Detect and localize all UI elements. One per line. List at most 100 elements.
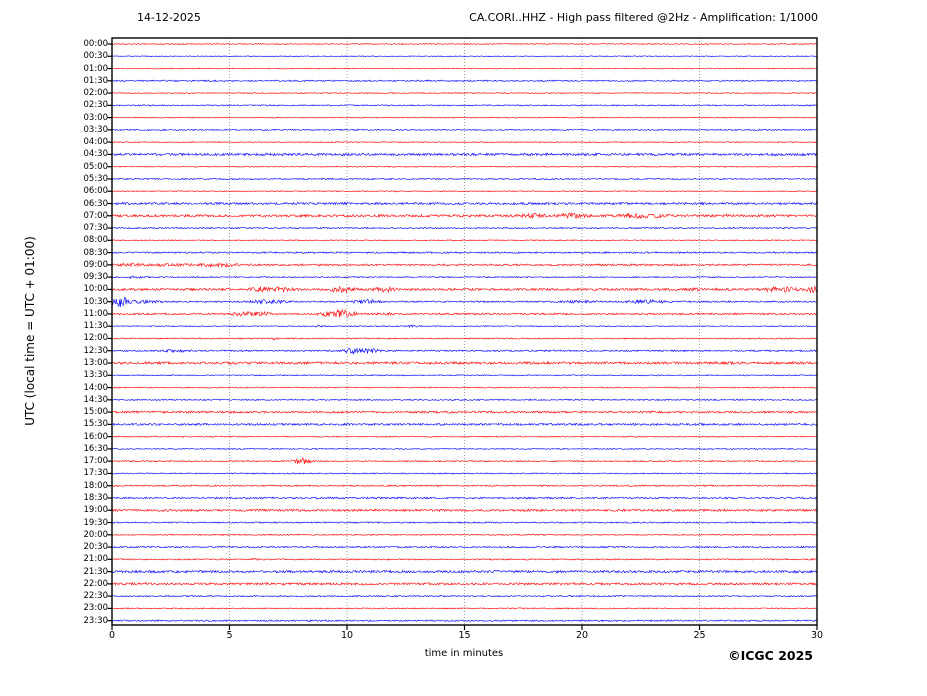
y-tick-label-06:00: 06:00	[83, 186, 109, 197]
trace-row-10:00	[111, 285, 818, 294]
y-tick-label-22:30: 22:30	[83, 591, 109, 602]
y-tick-label-12:30: 12:30	[83, 345, 109, 356]
trace-row-20:30	[111, 545, 818, 549]
y-tick-label-03:30: 03:30	[83, 124, 109, 135]
trace-row-00:30	[111, 55, 817, 58]
y-tick-label-17:30: 17:30	[83, 468, 109, 479]
trace-row-14:30	[111, 398, 818, 402]
y-tick-label-23:30: 23:30	[83, 615, 109, 626]
trace-row-19:00	[111, 508, 818, 513]
trace-row-12:30	[111, 347, 818, 355]
plot-area	[107, 37, 818, 630]
y-tick-label-05:00: 05:00	[83, 161, 109, 172]
y-tick-label-01:30: 01:30	[83, 75, 109, 86]
trace-row-04:30	[111, 152, 817, 157]
y-tick-label-09:30: 09:30	[83, 272, 109, 283]
trace-row-13:00	[111, 360, 818, 366]
y-tick-label-23:00: 23:00	[83, 603, 109, 614]
y-tick-label-21:00: 21:00	[83, 554, 109, 565]
y-tick-label-03:00: 03:00	[83, 112, 109, 123]
x-axis-label: time in minutes	[424, 648, 504, 659]
y-tick-label-15:30: 15:30	[83, 419, 109, 430]
x-tick-label-15: 15	[458, 630, 471, 641]
trace-row-06:00	[111, 190, 818, 193]
y-tick-label-13:00: 13:00	[83, 358, 109, 369]
y-tick-label-05:30: 05:30	[83, 173, 109, 184]
y-tick-label-14:00: 14:00	[83, 382, 109, 393]
trace-row-21:30	[111, 569, 818, 574]
y-tick-label-14:30: 14:30	[83, 394, 109, 405]
trace-row-22:00	[111, 581, 818, 586]
trace-row-00:00	[111, 42, 818, 46]
trace-row-01:30	[111, 79, 817, 83]
y-tick-label-09:00: 09:00	[83, 259, 109, 270]
y-tick-label-15:00: 15:00	[83, 407, 109, 418]
y-tick-label-11:30: 11:30	[83, 321, 109, 332]
trace-row-03:00	[111, 116, 817, 119]
trace-row-08:00	[111, 239, 818, 242]
trace-row-18:30	[111, 496, 818, 500]
trace-row-17:30	[111, 472, 818, 475]
trace-row-17:00	[111, 457, 818, 465]
trace-row-14:00	[111, 386, 817, 389]
x-tick-label-5: 5	[226, 630, 233, 641]
y-tick-label-10:30: 10:30	[83, 296, 109, 307]
y-tick-label-08:30: 08:30	[83, 247, 109, 258]
y-tick-label-02:30: 02:30	[83, 100, 109, 111]
y-tick-label-22:00: 22:00	[83, 578, 109, 589]
x-tick-label-0: 0	[108, 630, 116, 641]
y-tick-label-19:00: 19:00	[83, 505, 109, 516]
y-tick-label-20:30: 20:30	[83, 542, 109, 553]
x-tick-label-25: 25	[693, 630, 706, 641]
trace-row-12:00	[111, 336, 818, 341]
trace-row-20:00	[111, 533, 817, 536]
y-tick-label-18:30: 18:30	[83, 492, 109, 503]
copyright-label: ©ICGC 2025	[728, 648, 813, 663]
y-tick-label-04:30: 04:30	[83, 149, 109, 160]
y-tick-label-20:00: 20:00	[83, 529, 109, 540]
y-tick-label-02:00: 02:00	[83, 88, 109, 99]
trace-row-02:30	[111, 104, 817, 107]
trace-row-05:00	[111, 165, 818, 168]
y-tick-label-08:00: 08:00	[83, 235, 109, 246]
x-tick-label-30: 30	[810, 630, 824, 641]
trace-row-23:30	[111, 619, 817, 623]
y-tick-label-21:30: 21:30	[83, 566, 109, 577]
trace-row-23:00	[111, 607, 818, 610]
y-tick-label-07:30: 07:30	[83, 223, 109, 234]
y-tick-label-16:00: 16:00	[83, 431, 109, 442]
trace-row-18:00	[111, 484, 818, 488]
trace-row-15:30	[111, 422, 818, 427]
trace-row-07:30	[111, 226, 818, 230]
y-tick-label-13:30: 13:30	[83, 370, 109, 381]
trace-row-08:30	[111, 251, 818, 255]
y-tick-label-07:00: 07:00	[83, 210, 109, 221]
y-tick-label-00:30: 00:30	[83, 51, 109, 62]
y-tick-label-17:00: 17:00	[83, 456, 109, 467]
trace-row-16:00	[111, 435, 818, 438]
y-tick-label-06:30: 06:30	[83, 198, 109, 209]
y-tick-label-16:30: 16:30	[83, 443, 109, 454]
trace-row-11:00	[111, 308, 818, 318]
y-tick-label-12:00: 12:00	[83, 333, 109, 344]
y-tick-label-00:00: 00:00	[83, 39, 109, 49]
y-tick-label-04:00: 04:00	[83, 137, 109, 148]
y-tick-label-10:00: 10:00	[83, 284, 109, 295]
trace-row-11:30	[111, 324, 817, 329]
trace-row-22:30	[111, 594, 817, 598]
x-tick-label-20: 20	[575, 630, 589, 641]
trace-row-01:00	[111, 67, 817, 70]
trace-row-09:00	[111, 261, 818, 269]
trace-row-04:00	[111, 141, 817, 144]
y-tick-label-01:00: 01:00	[83, 63, 109, 74]
trace-row-05:30	[111, 177, 818, 181]
trace-row-06:30	[111, 201, 818, 206]
date-label: 14-12-2025	[137, 11, 201, 24]
trace-row-13:30	[111, 374, 818, 377]
trace-row-15:00	[111, 410, 818, 415]
trace-row-19:30	[111, 521, 817, 524]
trace-row-03:30	[111, 128, 817, 132]
trace-row-10:30	[111, 296, 817, 308]
